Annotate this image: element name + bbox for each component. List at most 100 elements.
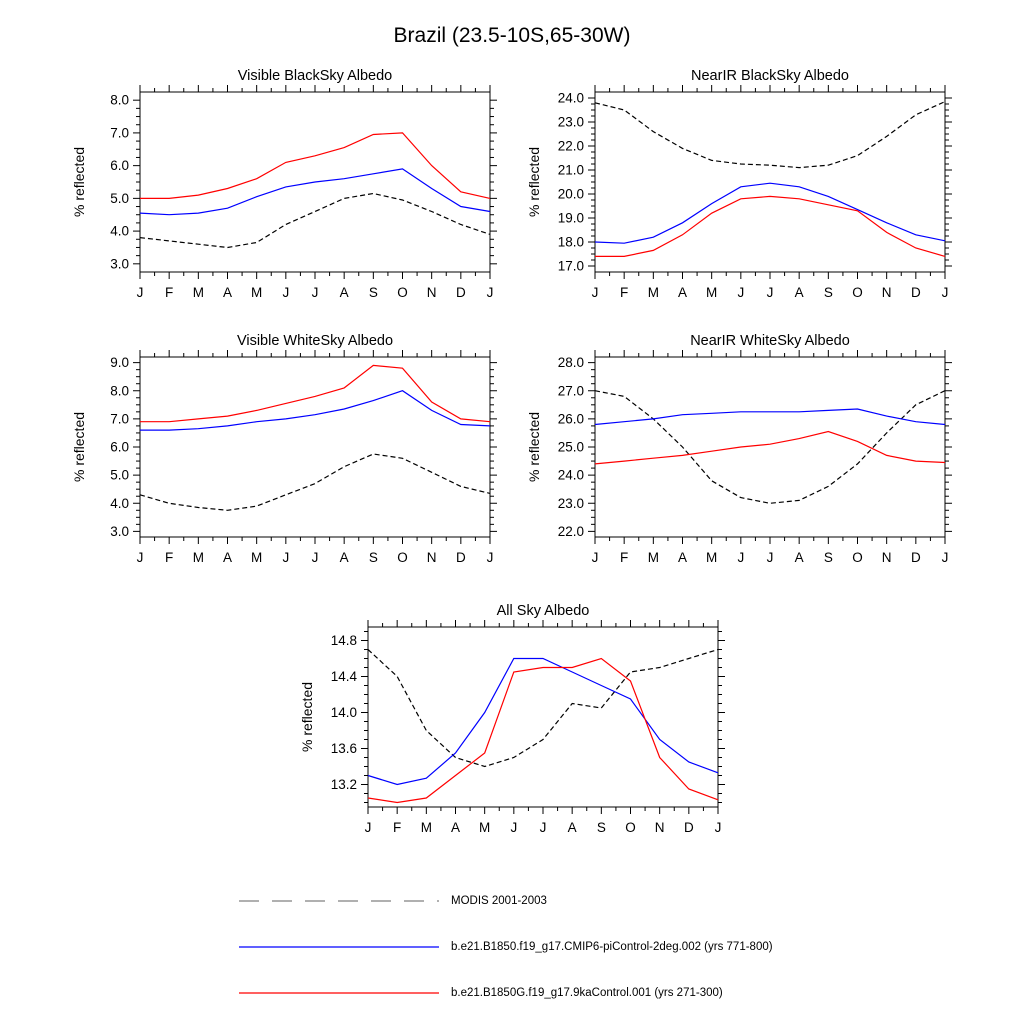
chart-nearir-blacksky-albedo: % reflected J F M A M J J A S O N D J 17.0 18.0 19.0 20.0…	[526, 85, 952, 300]
svg-text:N: N	[882, 285, 892, 300]
svg-text:24.0: 24.0	[558, 91, 584, 106]
panel-title-visible-blacksky: Visible BlackSky Albedo	[237, 68, 393, 84]
panel-title-all-sky: All Sky Albedo	[496, 603, 590, 619]
svg-text:M: M	[421, 820, 432, 835]
svg-text:25.0: 25.0	[558, 440, 584, 455]
svg-text:M: M	[706, 285, 717, 300]
panel-title-visible-whitesky: Visible WhiteSky Albedo	[236, 333, 394, 349]
svg-text:O: O	[852, 285, 863, 300]
svg-text:3.0: 3.0	[110, 256, 129, 271]
svg-text:D: D	[456, 285, 466, 300]
chart-all-sky-albedo: % reflected J F M A M J J A S O N D J 13.2 13.6 14.0 14.4…	[299, 620, 725, 835]
svg-text:3.0: 3.0	[110, 524, 129, 539]
svg-text:14.0: 14.0	[331, 705, 357, 720]
svg-text:N: N	[427, 550, 437, 565]
svg-text:D: D	[911, 285, 921, 300]
legend-entry-9kacontrol: b.e21.B1850G.f19_g17.9kaControl.001 (yrs…	[237, 981, 773, 1005]
svg-text:8.0: 8.0	[110, 383, 129, 398]
svg-text:O: O	[397, 285, 408, 300]
svg-text:M: M	[193, 550, 204, 565]
svg-text:23.0: 23.0	[558, 115, 584, 130]
svg-text:J: J	[592, 285, 599, 300]
legend: MODIS 2001-2003 b.e21.B1850.f19_g17.CMIP…	[237, 889, 773, 1024]
svg-text:O: O	[397, 550, 408, 565]
svg-text:J: J	[137, 550, 144, 565]
svg-text:F: F	[393, 820, 401, 835]
svg-text:J: J	[767, 550, 774, 565]
picontrol-line-sample	[239, 946, 439, 948]
svg-text:N: N	[655, 820, 665, 835]
svg-text:% reflected: % reflected	[71, 147, 87, 217]
svg-text:13.2: 13.2	[331, 777, 357, 792]
svg-text:6.0: 6.0	[110, 440, 129, 455]
svg-text:5.0: 5.0	[110, 468, 129, 483]
svg-text:O: O	[852, 550, 863, 565]
panel-title-nearir-whitesky: NearIR WhiteSky Albedo	[690, 333, 850, 349]
svg-text:F: F	[165, 285, 173, 300]
chart-visible-blacksky-albedo: % reflected J F M A M J J A S O N D J 3.0 4.0 5.0 6.0 7.0 8…	[71, 85, 497, 300]
svg-text:M: M	[648, 550, 659, 565]
panel-nearir-blacksky-albedo: NearIR BlackSky Albedo % reflected J F M A M J…	[515, 64, 955, 314]
svg-text:J: J	[592, 550, 599, 565]
svg-text:% reflected: % reflected	[526, 412, 542, 482]
svg-text:A: A	[678, 550, 687, 565]
svg-text:22.0: 22.0	[558, 139, 584, 154]
svg-text:O: O	[625, 820, 636, 835]
ninekacontrol-line-sample	[239, 992, 439, 994]
svg-text:A: A	[340, 550, 349, 565]
svg-text:% reflected: % reflected	[526, 147, 542, 217]
svg-text:F: F	[165, 550, 173, 565]
svg-text:19.0: 19.0	[558, 211, 584, 226]
svg-text:J: J	[365, 820, 372, 835]
svg-text:S: S	[369, 285, 378, 300]
svg-text:7.0: 7.0	[110, 125, 129, 140]
svg-text:4.0: 4.0	[110, 224, 129, 239]
svg-text:A: A	[223, 285, 232, 300]
svg-text:J: J	[487, 285, 494, 300]
svg-text:F: F	[620, 285, 628, 300]
svg-text:4.0: 4.0	[110, 496, 129, 511]
panel-visible-whitesky-albedo: Visible WhiteSky Albedo % reflected J F M A M…	[60, 329, 500, 579]
svg-text:M: M	[193, 285, 204, 300]
svg-text:M: M	[251, 285, 262, 300]
svg-text:N: N	[882, 550, 892, 565]
svg-text:20.0: 20.0	[558, 187, 584, 202]
svg-text:5.0: 5.0	[110, 191, 129, 206]
svg-text:J: J	[942, 550, 949, 565]
legend-label-picontrol: b.e21.B1850.f19_g17.CMIP6-piControl-2deg…	[451, 941, 773, 953]
svg-text:A: A	[795, 285, 804, 300]
svg-text:A: A	[223, 550, 232, 565]
figure-title: Brazil (23.5-10S,65-30W)	[393, 24, 631, 47]
panel-visible-blacksky-albedo: Visible BlackSky Albedo % reflected J F M A M…	[60, 64, 500, 314]
legend-label-9kacontrol: b.e21.B1850G.f19_g17.9kaControl.001 (yrs…	[451, 987, 723, 999]
modis-dashed-line-sample	[239, 900, 439, 902]
svg-text:S: S	[369, 550, 378, 565]
svg-text:A: A	[568, 820, 577, 835]
svg-text:14.4: 14.4	[331, 669, 358, 684]
svg-text:F: F	[620, 550, 628, 565]
svg-text:7.0: 7.0	[110, 411, 129, 426]
svg-text:17.0: 17.0	[558, 259, 584, 274]
panel-nearir-whitesky-albedo: NearIR WhiteSky Albedo % reflected J F M A M J…	[515, 329, 955, 579]
svg-text:J: J	[715, 820, 722, 835]
svg-text:D: D	[911, 550, 921, 565]
svg-text:S: S	[824, 285, 833, 300]
svg-text:% reflected: % reflected	[71, 412, 87, 482]
svg-text:J: J	[767, 285, 774, 300]
svg-text:J: J	[487, 550, 494, 565]
svg-text:M: M	[648, 285, 659, 300]
svg-text:D: D	[684, 820, 694, 835]
svg-text:J: J	[312, 285, 319, 300]
svg-text:22.0: 22.0	[558, 524, 584, 539]
legend-entry-modis: MODIS 2001-2003	[237, 889, 773, 913]
svg-text:J: J	[540, 820, 547, 835]
svg-text:A: A	[340, 285, 349, 300]
legend-label-modis: MODIS 2001-2003	[451, 895, 547, 907]
chart-visible-whitesky-albedo: % reflected J F M A M J J A S O N D J 3.0 4.0 5.0 6.0 7.0 8…	[71, 350, 497, 565]
svg-text:8.0: 8.0	[110, 93, 129, 108]
svg-text:J: J	[737, 285, 744, 300]
svg-text:13.6: 13.6	[331, 741, 357, 756]
svg-text:J: J	[737, 550, 744, 565]
svg-text:6.0: 6.0	[110, 158, 129, 173]
svg-text:% reflected: % reflected	[299, 682, 315, 752]
